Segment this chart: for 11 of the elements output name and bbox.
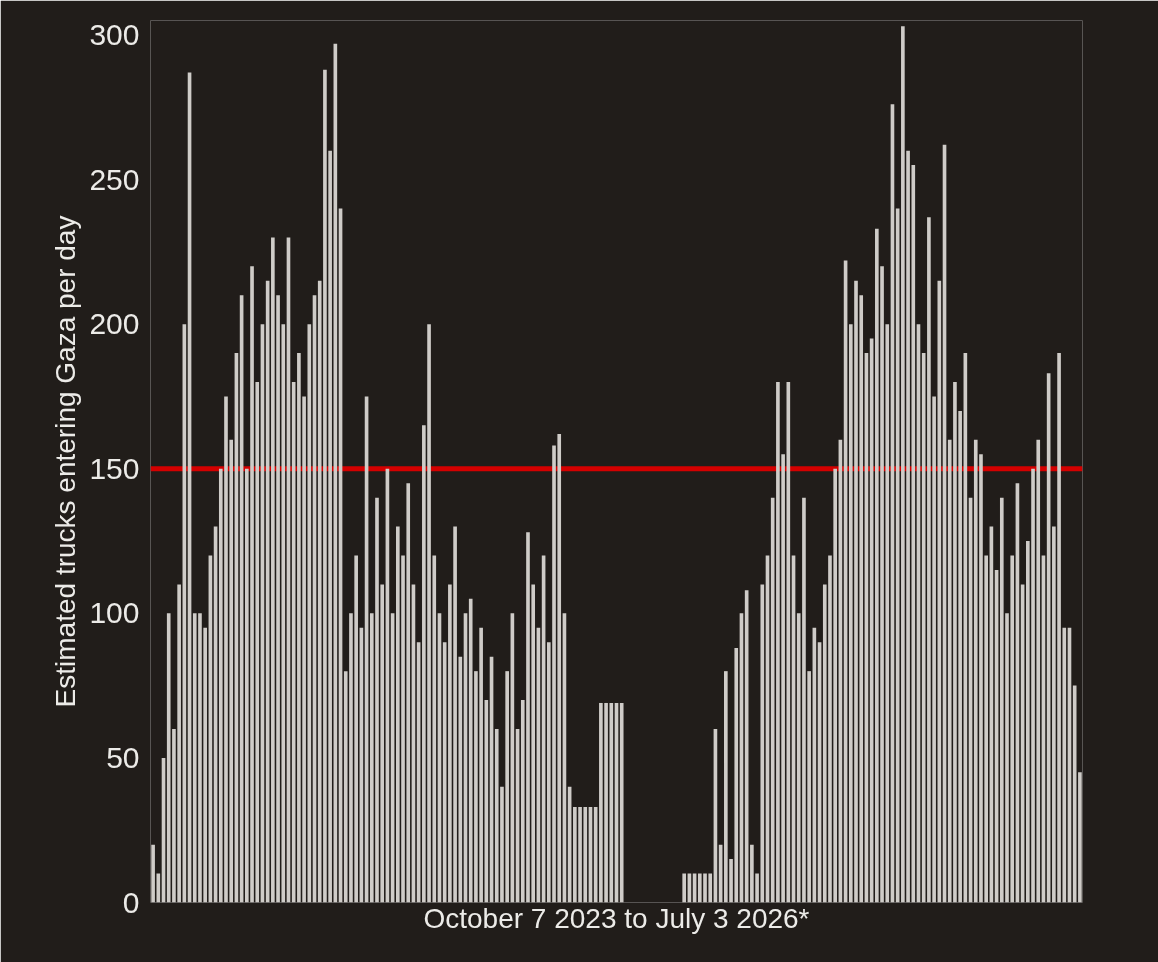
y-tick-label: 300 [89,17,140,51]
y-tick-label: 200 [89,307,140,341]
x-axis-title: October 7 2023 to July 3 2026* [423,902,810,934]
y-tick-label: 150 [89,451,140,485]
y-tick-label: 0 [122,885,140,919]
y-axis-title: Estimated trucks entering Gaza per day [50,215,82,708]
y-tick-label: 100 [89,596,140,630]
y-tick-label: 250 [89,162,140,196]
bar [619,702,624,903]
bar [682,873,687,903]
y-tick-label: 50 [106,740,140,774]
